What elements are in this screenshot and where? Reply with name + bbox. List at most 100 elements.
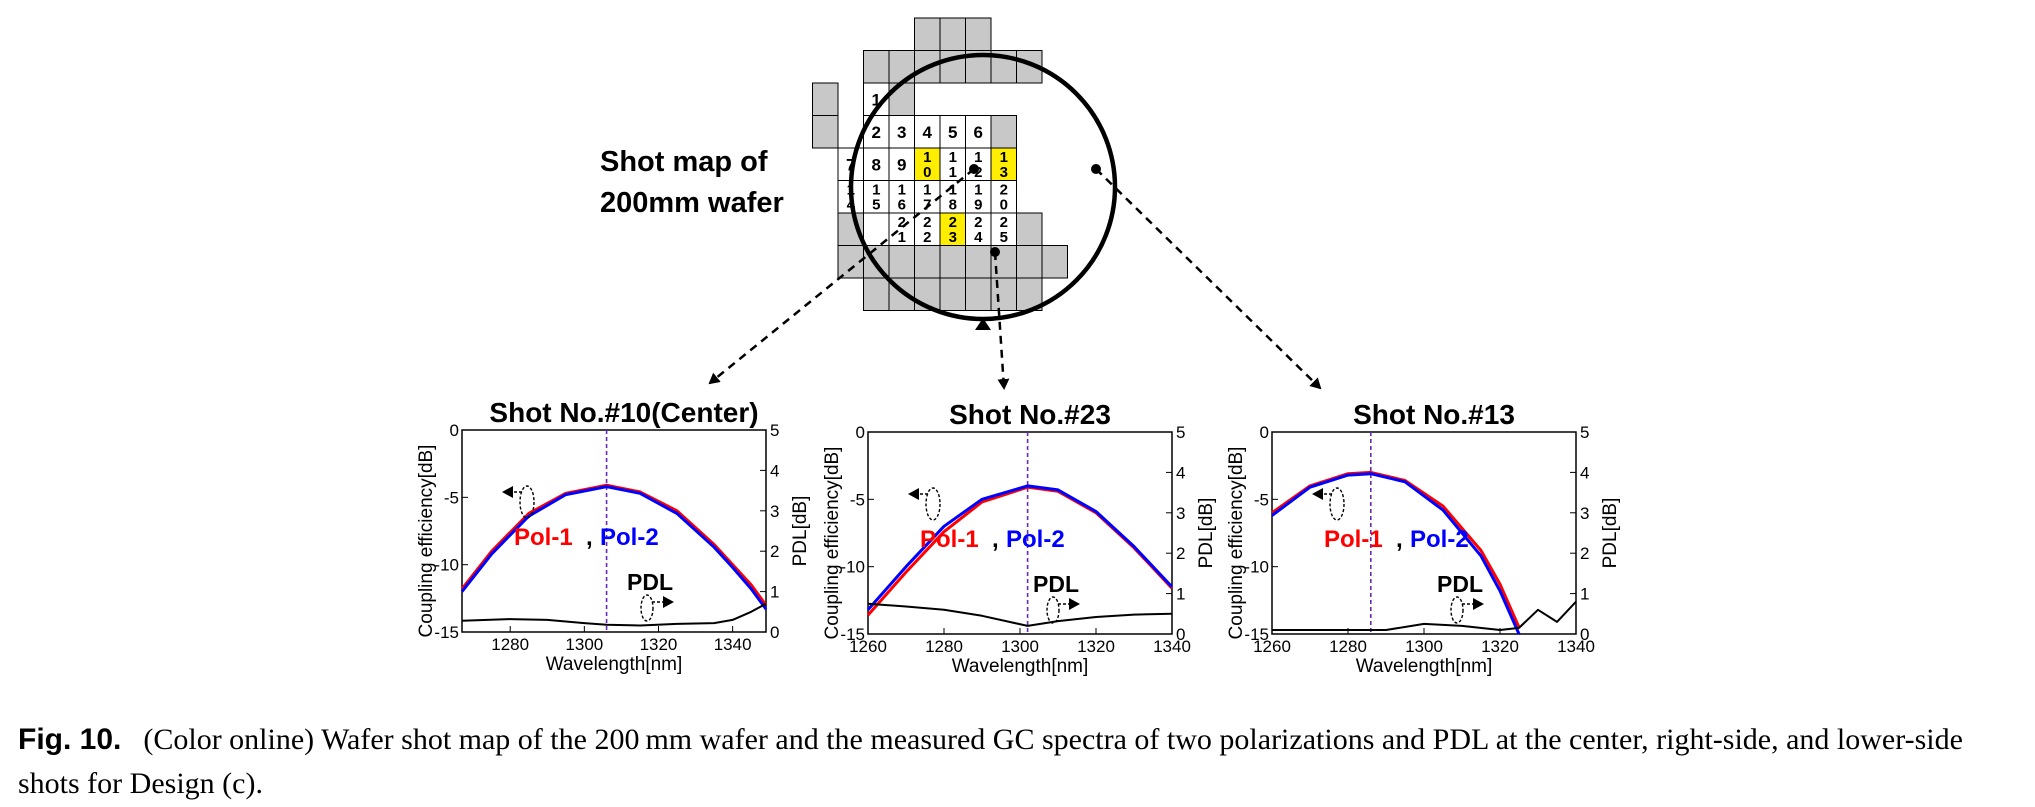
y-right-tick-label: 5 [1580,423,1589,442]
map-cell-label: 1 [974,149,982,166]
y-right-axis-label: PDL[dB] [790,496,811,567]
x-tick-label: 1340 [1557,637,1595,656]
map-cell-empty [863,50,890,84]
x-tick-label: 1260 [1253,637,1291,656]
map-cell-label: 8 [949,197,957,214]
y-right-axis-label: PDL[dB] [1600,498,1621,569]
y-left-tick-label: -15 [1244,625,1269,644]
y-right-tick-label: 0 [1580,625,1589,644]
map-cell-label: 1 [974,182,982,199]
map-cell-label: 1 [898,229,906,246]
y-left-tick-label: -5 [850,490,865,509]
map-cell-empty [812,82,839,116]
arrow-to-shot-13 [1095,168,1322,390]
y-right-tick-label: 1 [770,583,779,602]
arrow-to-shot-10 [708,168,975,385]
map-cell-empty [990,277,1017,311]
map-cell-label: 1 [949,182,957,199]
map-cell-empty [863,277,890,311]
y-left-axis-label: Coupling efficiency[dB] [416,445,437,638]
map-cell-label: 5 [872,197,880,214]
map-cell-label: 6 [974,123,983,142]
y-right-tick-label: 0 [1176,625,1185,644]
y-left-tick-label: -5 [444,488,459,507]
figure-caption: Fig. 10. (Color online) Wafer shot map of… [18,718,2018,806]
x-tick-label: 1260 [849,637,887,656]
y-right-tick-label: 1 [1176,585,1185,604]
map-cell-25 [990,212,1017,246]
map-cell-16 [888,180,915,214]
map-cell-empty [1016,212,1043,246]
x-axis-label: Wavelength[nm] [1356,656,1493,677]
map-cell-label: 0 [923,164,931,181]
left-axis-pointer [1329,487,1345,521]
map-cell-6 [965,115,992,149]
y-left-tick-label: 0 [450,421,459,440]
map-cell-label: 3 [949,229,957,246]
map-cell-label: 1 [923,182,931,199]
map-cell-empty [1041,245,1068,279]
y-right-axis-label: PDL[dB] [1196,498,1217,569]
legend-pdl: PDL [1033,571,1079,597]
arrow-to-shot-23 [993,251,1010,390]
series-pol-2-line [1271,472,1521,635]
right-axis-pointer [1450,596,1464,624]
x-tick-label: 1280 [491,635,529,654]
x-axis-label: Wavelength[nm] [952,656,1089,677]
map-cell-empty [965,17,992,51]
x-tick-label: 1280 [1329,637,1367,656]
caption-text: (Color online) Wafer shot map of the 200… [18,723,1963,800]
y-right-tick-label: 5 [770,421,779,440]
map-cell-label: 0 [1000,197,1008,214]
chart-shot-10: Shot No.#10(Center)1280 1300 1320 1340Wavel… [416,397,811,675]
y-right-tick-label: 1 [1580,585,1589,604]
y-left-tick-label: -5 [1254,490,1269,509]
shot-map-title-line-2: 200mm wafer [600,187,784,219]
map-cell-10 [914,147,941,181]
caption-label: Fig. 10. [18,723,122,756]
left-axis-pointer [925,487,941,521]
y-left-tick-label: 0 [1260,423,1269,442]
map-cell-label: 3 [897,123,906,142]
map-cell-5 [939,115,966,149]
map-cell-8 [863,147,890,181]
map-cell-label: 4 [974,229,983,246]
y-right-tick-label: 2 [1580,544,1589,563]
series-pdl-line [1272,601,1577,631]
y-right-tick-label: 5 [1176,423,1185,442]
legend-comma: , [992,526,999,553]
legend-pdl: PDL [1437,571,1483,597]
map-cell-empty [939,277,966,311]
figure: Shot map of 200mm wafer 12 3 4 5 67 8 9 1011121… [416,17,1621,677]
y-right-tick-label: 3 [770,502,779,521]
map-cell-24 [965,212,992,246]
y-left-tick-label: -10 [1244,558,1269,577]
x-tick-label: 1280 [925,637,963,656]
map-cell-label: 2 [872,123,881,142]
map-cell-empty [990,115,1017,149]
legend-pol-2: Pol-2 [600,524,659,551]
connector-arrows [708,164,1322,390]
y-left-tick-label: -15 [840,625,865,644]
x-tick-label: 1320 [1077,637,1115,656]
legend-comma: , [586,524,593,551]
map-cell-label: 1 [949,149,957,166]
y-left-tick-label: 0 [856,423,865,442]
legend-pdl: PDL [627,569,673,595]
chart-title: Shot No.#23 [949,399,1111,430]
y-right-tick-label: 4 [770,461,779,480]
x-tick-label: 1300 [1001,637,1039,656]
map-cell-label: 5 [948,123,957,142]
map-cell-label: 1 [872,90,881,109]
map-cell-empty [888,50,915,84]
x-tick-label: 1300 [1405,637,1443,656]
left-axis-pointer [519,485,535,519]
map-cell-label: 2 [974,214,982,231]
map-cell-label: 2 [923,214,931,231]
x-tick-label: 1300 [565,635,603,654]
y-left-tick-label: -10 [434,556,459,575]
chart-title: Shot No.#10(Center) [489,397,758,428]
map-cell-empty [812,115,839,149]
y-right-tick-label: 4 [1176,463,1185,482]
